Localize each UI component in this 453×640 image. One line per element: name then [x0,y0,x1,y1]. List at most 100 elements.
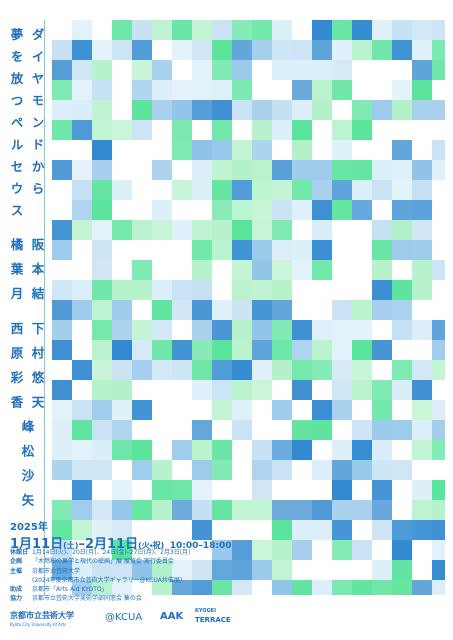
mosaic-cell [392,580,412,595]
mosaic-cell [92,240,112,260]
mosaic-cell [252,180,272,200]
mosaic-cell [72,400,92,420]
mosaic-cell [252,20,272,40]
end: 2月11日 [84,537,139,552]
mosaic-cell [432,320,445,340]
info-row: 協力 京都市立芸術大学美術学部同窓会 集の会 [10,594,190,603]
mosaic-cell [252,380,272,400]
mosaic-cell [52,40,72,60]
mosaic-cell [52,520,72,540]
info-text: 1月14日(火)、20日(月)、24日(金)–27日(月)、2月3日(月) [32,549,191,556]
mosaic-cell [92,520,112,540]
mosaic-cell [52,380,72,400]
mosaic-cell [212,120,232,140]
mosaic-cell [292,40,312,60]
mosaic-cell [412,40,432,60]
rule [44,20,45,595]
mosaic-cell [72,520,92,540]
mosaic-cell [192,40,212,60]
mosaic-cell [252,160,272,180]
mosaic-cell [312,80,332,100]
mosaic-cell [92,100,112,120]
sep: – [78,537,85,552]
mosaic-cell [292,580,312,595]
mosaic-cell [192,380,212,400]
mosaic-cell [132,20,152,40]
mosaic-cell [412,80,432,100]
mosaic-cell [92,200,112,220]
mosaic-cell [312,360,332,380]
mosaic-cell [272,220,292,240]
mosaic-cell [192,140,212,160]
mosaic-cell [152,580,172,595]
mosaic-cell [352,300,372,320]
mosaic-cell [272,160,292,180]
mosaic-cell [272,460,292,480]
mosaic-cell [232,60,252,80]
mosaic-cell [252,560,272,580]
mosaic-cell [152,100,172,120]
mosaic-cell [352,340,372,360]
mosaic-cell [232,160,252,180]
mosaic-cell [192,520,212,540]
mosaic-cell [212,580,232,595]
mosaic-cell [172,20,192,40]
mosaic-cell [252,500,272,520]
mosaic-cell [172,140,192,160]
mosaic-cell [292,260,312,280]
mosaic-cell [132,340,152,360]
mosaic-cell [232,500,252,520]
mosaic-cell [292,520,312,540]
mosaic-cell [52,560,72,580]
mosaic-cell [232,240,252,260]
mosaic-cell [272,440,292,460]
artist: 西原彩香 [8,322,24,420]
mosaic-cell [332,300,352,320]
mosaic-cell [412,20,432,40]
mosaic-cell [92,340,112,360]
mosaic-cell [72,440,92,460]
info-label: 主催 [10,567,23,575]
mosaic-cell [232,140,252,160]
mosaic-cell [112,340,132,360]
mosaic-cell [332,80,352,100]
mosaic-cell [132,360,152,380]
mosaic-cell [372,300,392,320]
mosaic-cell [332,60,352,80]
mosaic-cell [232,100,252,120]
mosaic-cell [92,220,112,240]
info-label: 企画 [10,558,23,566]
mosaic-cell [272,100,292,120]
mosaic-cell [312,20,332,40]
mosaic-cell [332,160,352,180]
mosaic-cell [252,300,272,320]
mosaic-cell [132,80,152,100]
mosaic-cell [112,540,132,560]
mosaic-cell [112,420,132,440]
mosaic-cell [132,400,152,420]
mosaic-cell [332,140,352,160]
mosaic-cell [112,360,132,380]
mosaic-cell [412,380,432,400]
mosaic-cell [72,580,92,595]
mosaic-cell [92,40,112,60]
mosaic-cell [192,160,212,180]
mosaic-cell [172,560,192,580]
mosaic-cell [432,520,445,540]
mosaic-cell [292,440,312,460]
mosaic-cell [252,100,272,120]
mosaic-cell [412,200,432,220]
mosaic-cell [312,220,332,240]
mosaic-cell [352,200,372,220]
mosaic-cell [392,420,412,440]
mosaic-cell [352,180,372,200]
mosaic-cell [312,260,332,280]
mosaic-cell [292,60,312,80]
mosaic-cell [192,580,212,595]
mosaic-cell [72,120,92,140]
mosaic-cell [192,100,212,120]
mosaic-cell [212,560,232,580]
mosaic-cell [332,200,352,220]
mosaic-cell [192,240,212,260]
